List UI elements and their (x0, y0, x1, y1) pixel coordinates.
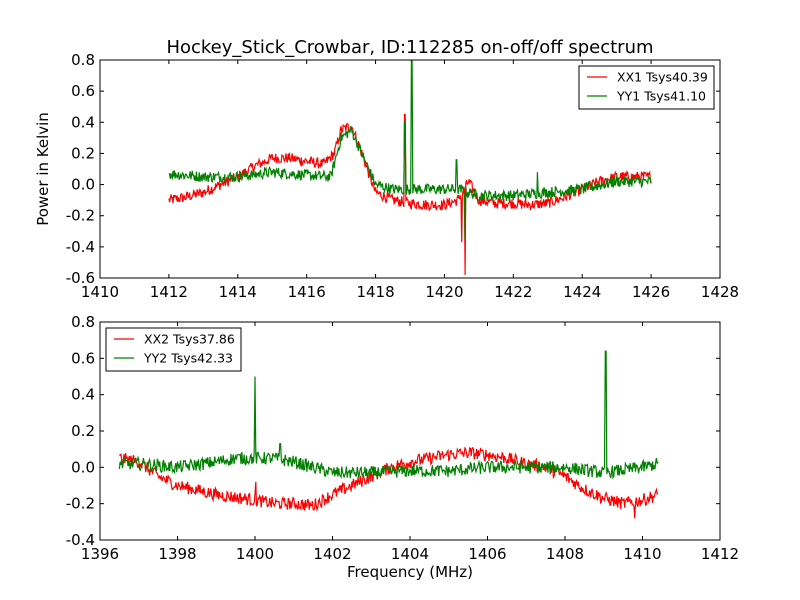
series-line-yy2 (118, 350, 659, 480)
y-tick-label: 0.2 (71, 422, 95, 440)
series-line-xx1 (168, 113, 652, 275)
x-tick-label: 1400 (236, 545, 274, 563)
legend-frame (578, 65, 715, 110)
y-tick-label: -0.2 (66, 495, 95, 513)
x-tick-label: 1398 (158, 545, 196, 563)
chart-1: 1410 1412 1414 1416 1418 1420 1422 1424 1426 1428… (34, 37, 739, 301)
y-tick-label: 0.8 (71, 313, 95, 331)
y-axis-label: Power in Kelvin (34, 112, 52, 226)
y-tick-label: -0.2 (66, 207, 95, 225)
y-tick-label: -0.6 (66, 269, 95, 287)
x-tick-label: 1416 (288, 283, 326, 301)
x-tick-label: 1406 (468, 545, 506, 563)
plot-frame (99, 59, 721, 279)
y-tick-label: 0.4 (71, 113, 95, 131)
x-tick-label: 1420 (425, 283, 463, 301)
y-tick-label: 0.6 (71, 349, 95, 367)
x-tick-label: 1396 (81, 545, 119, 563)
x-tick-label: 1402 (313, 545, 351, 563)
y-tick-label: 0.2 (71, 144, 95, 162)
y-tick-label: 0.8 (71, 51, 95, 69)
y-tick-label: -0.4 (66, 531, 95, 549)
legend-label: YY2 Tsys42.33 (143, 351, 233, 366)
y-tick-label: 0.6 (71, 82, 95, 100)
x-tick-label: 1412 (701, 545, 739, 563)
legend-label: YY1 Tsys41.10 (616, 89, 706, 104)
legend: XX2 Tsys37.86 YY2 Tsys42.33 (105, 327, 242, 372)
y-tick-label: 0.0 (71, 458, 95, 476)
x-tick-label: 1404 (391, 545, 429, 563)
x-tick-label: 1412 (150, 283, 188, 301)
x-tick-label: 1422 (494, 283, 532, 301)
x-tick-label: 1426 (632, 283, 670, 301)
x-tick-label: 1418 (356, 283, 394, 301)
x-axis-label: Frequency (MHz) (347, 563, 473, 581)
y-tick-label: 0.4 (71, 386, 95, 404)
x-tick-label: 1414 (219, 283, 257, 301)
legend-label: XX1 Tsys40.39 (617, 70, 708, 85)
y-tick-label: -0.4 (66, 238, 95, 256)
y-tick-label: 0.0 (71, 176, 95, 194)
x-tick-label: 1410 (623, 545, 661, 563)
chart-title: Hockey_Stick_Crowbar, ID:112285 on-off/o… (166, 37, 653, 58)
x-tick-label: 1424 (563, 283, 601, 301)
legend-label: XX2 Tsys37.86 (144, 332, 235, 347)
chart-2: 1396 1398 1400 1402 1404 1406 1408 1410 1412 -0.4… (66, 313, 739, 581)
legend-frame (105, 327, 242, 372)
legend: XX1 Tsys40.39 YY1 Tsys41.10 (578, 65, 715, 110)
x-tick-label: 1408 (546, 545, 584, 563)
x-tick-label: 1410 (81, 283, 119, 301)
series-line-yy1 (168, 60, 652, 240)
series-line-xx2 (118, 446, 659, 519)
x-tick-label: 1428 (701, 283, 739, 301)
